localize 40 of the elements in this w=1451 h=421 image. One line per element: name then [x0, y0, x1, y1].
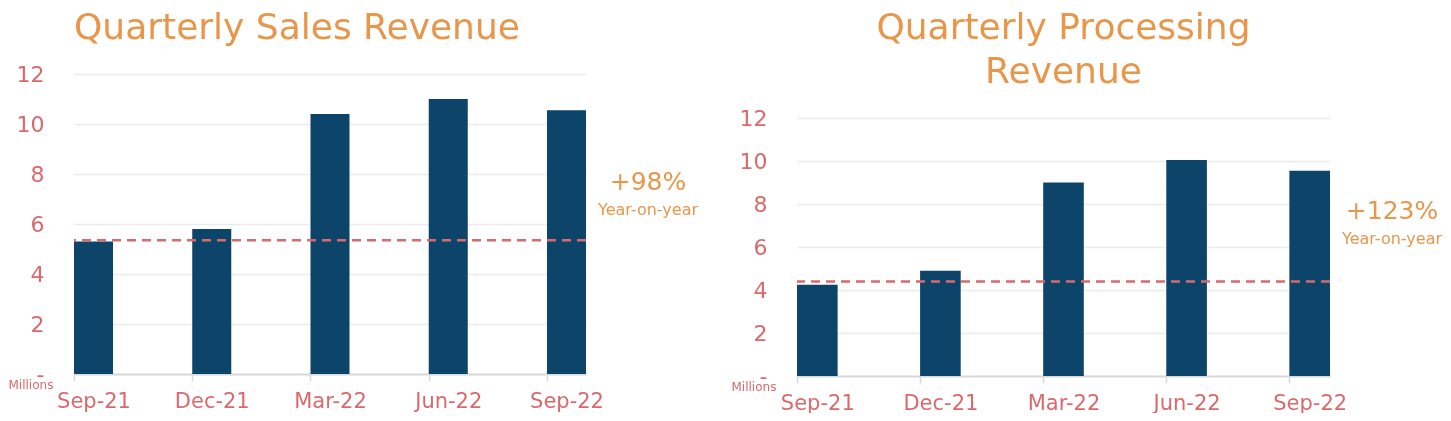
x-tick-label: Sep-22 [1273, 390, 1348, 415]
y-tick-label: 10 [16, 111, 45, 137]
chart-title: Quarterly Processing Revenue [876, 6, 1251, 91]
x-tick-label: Dec-21 [174, 388, 250, 413]
bar [74, 241, 114, 374]
y-tick-label: 10 [739, 148, 768, 174]
bar [1289, 170, 1330, 376]
y-tick-label: 12 [739, 105, 768, 131]
bar [428, 99, 468, 374]
text: +123% [1345, 195, 1439, 225]
bar [546, 110, 586, 374]
text: Year-on-year [1340, 228, 1443, 248]
y-tick-label: 8 [753, 191, 768, 217]
y-axis-title: Millions [8, 377, 54, 392]
bar [310, 114, 350, 374]
text: +98% [609, 167, 687, 196]
x-tick-label: Jun-22 [413, 388, 483, 413]
x-tick-label: Sep-21 [780, 390, 855, 415]
x-tick-label: Jun-22 [1151, 390, 1221, 415]
x-tick-label: Sep-22 [530, 388, 604, 413]
x-tick-label: Dec-21 [903, 390, 979, 415]
bar [797, 284, 838, 376]
x-tick-label: Sep-21 [57, 388, 131, 413]
x-tick-label: Mar-22 [1027, 390, 1101, 415]
y-tick-label: 4 [753, 277, 768, 303]
y-tick-label: 2 [753, 320, 768, 346]
y-tick-label: 4 [30, 261, 45, 287]
y-tick-label: 12 [16, 61, 45, 87]
chart-title: Quarterly Sales Revenue [74, 6, 520, 47]
bar [192, 229, 232, 374]
bar [1166, 159, 1207, 376]
y-tick-label: 8 [30, 161, 45, 187]
x-tick-label: Mar-22 [294, 388, 367, 413]
y-axis-title: Millions [731, 379, 777, 394]
text: Year-on-year [596, 200, 699, 219]
y-tick-label: 6 [30, 211, 45, 237]
bar [1043, 182, 1084, 376]
bar [920, 270, 961, 376]
y-tick-label: 6 [753, 234, 768, 260]
y-tick-label: 2 [30, 311, 45, 337]
